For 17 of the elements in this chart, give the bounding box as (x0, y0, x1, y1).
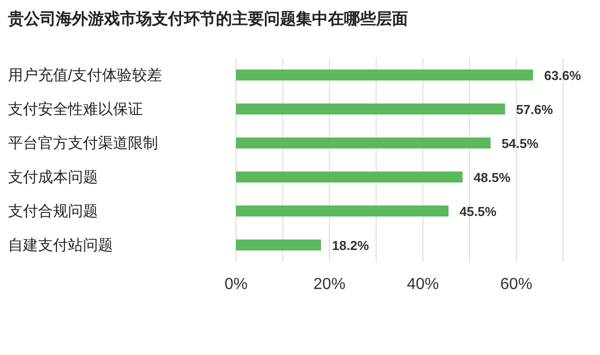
value-label: 48.5% (474, 170, 510, 185)
title: 贵公司海外游戏市场支付环节的主要问题集中在哪些层面 (8, 11, 408, 28)
tick-label: 20% (313, 276, 346, 293)
tick-label: 0% (224, 276, 248, 293)
category-label: 支付合规问题 (8, 203, 98, 220)
tick-label: 60% (500, 276, 532, 293)
value-label: 57.6% (516, 102, 553, 117)
category-label: 用户充值/支付体验较差 (8, 67, 162, 84)
category-label: 自建支付站问题 (8, 237, 113, 254)
value-label: 18.2% (332, 238, 369, 253)
value-label: 63.6% (544, 68, 581, 83)
value-label: 54.5% (502, 136, 538, 151)
category-label: 支付安全性难以保证 (8, 101, 143, 118)
value-label: 45.5% (460, 204, 496, 219)
category-label: 支付成本问题 (8, 169, 98, 186)
category-label: 平台官方支付渠道限制 (8, 135, 158, 152)
tick-label: 40% (406, 276, 439, 293)
